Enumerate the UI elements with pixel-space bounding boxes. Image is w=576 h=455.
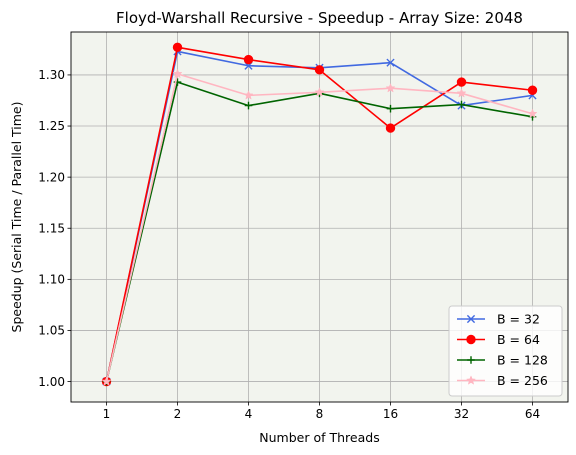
data-point: [172, 68, 183, 79]
series-lines: [101, 42, 538, 387]
data-point: [386, 58, 395, 67]
x-axis-title: Number of Threads: [259, 430, 379, 445]
x-tick-label: 32: [454, 407, 469, 421]
y-tick-label: 1.20: [38, 170, 65, 184]
x-tick-label: 1: [103, 407, 111, 421]
legend-marker: [466, 334, 476, 345]
x-axis-ticks: 1 2 4 8 16 32 64: [103, 402, 540, 421]
data-point: [386, 104, 395, 113]
x-tick-label: 16: [383, 407, 398, 421]
x-tick-label: 2: [174, 407, 182, 421]
legend-label: B = 32: [497, 312, 540, 327]
y-axis-ticks: 1.00 1.05 1.10 1.15 1.20 1.25 1.30: [38, 68, 71, 389]
series-b-256: [101, 68, 538, 386]
data-point: [244, 101, 253, 110]
legend-marker: [467, 356, 475, 364]
data-point: [314, 87, 325, 97]
data-point: [456, 88, 467, 98]
data-point: [527, 108, 538, 119]
legend-marker: [465, 375, 477, 385]
x-tick-label: 64: [525, 407, 540, 421]
legend-entry: B = 256: [457, 373, 548, 388]
x-tick-label: 4: [245, 407, 253, 421]
data-point: [314, 65, 325, 75]
data-point: [457, 100, 466, 109]
legend-entry: B = 128: [457, 353, 548, 368]
data-point: [172, 42, 183, 53]
y-tick-label: 1.10: [38, 273, 65, 287]
y-tick-label: 1.30: [38, 68, 65, 82]
legend-marker: [466, 314, 476, 324]
data-point: [243, 54, 254, 65]
data-point: [101, 376, 112, 386]
legend-box: [448, 305, 563, 397]
x-tick-label: 8: [316, 407, 324, 421]
y-tick-label: 1.15: [38, 221, 65, 235]
legend-entry: B = 32: [457, 312, 540, 327]
data-point: [385, 82, 396, 93]
y-tick-label: 1.25: [38, 119, 65, 133]
data-point: [527, 85, 538, 95]
data-point: [456, 77, 467, 87]
y-tick-label: 1.00: [38, 375, 65, 389]
chart-title: Floyd-Warshall Recursive - Speedup - Arr…: [116, 9, 523, 27]
y-tick-label: 1.05: [38, 324, 65, 338]
legend-label: B = 128: [497, 353, 548, 368]
legend-entry: B = 64: [457, 332, 540, 347]
data-point: [385, 123, 396, 133]
legend-label: B = 64: [497, 332, 540, 347]
y-axis-title: Speedup (Serial Time / Parallel Time): [9, 102, 24, 333]
legend-label: B = 256: [497, 373, 548, 388]
legend: B = 32 B = 64 B = 128 B = 256: [448, 305, 563, 397]
data-point: [243, 90, 254, 100]
